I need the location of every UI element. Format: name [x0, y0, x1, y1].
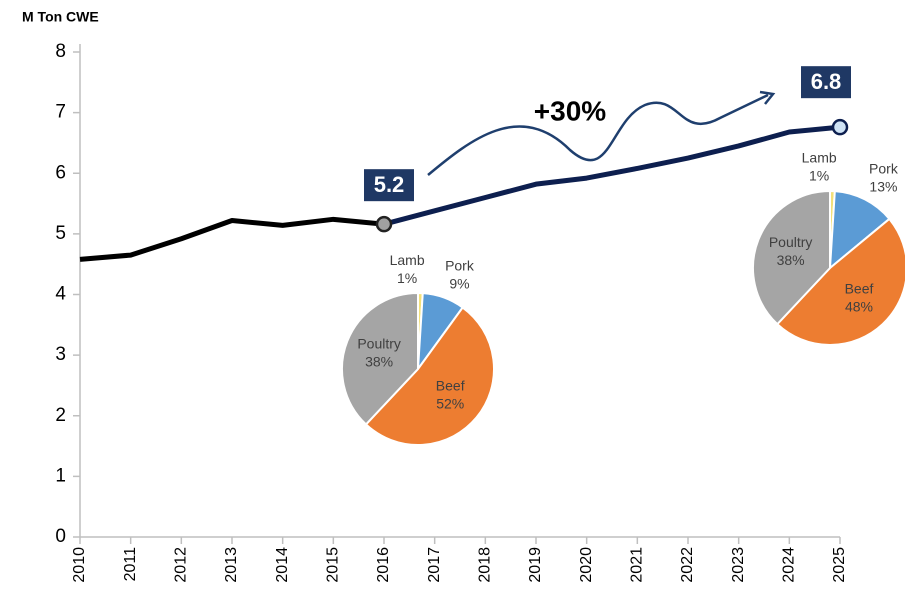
x-tick-label: 2016: [375, 547, 392, 583]
pie-label-name: Pork: [869, 161, 899, 177]
pie-label-value: 52%: [436, 395, 464, 411]
x-tick-label: 2010: [71, 547, 88, 583]
pie-slice: [775, 217, 905, 347]
x-tick-label: 2023: [730, 547, 747, 583]
pie-slice: [341, 291, 419, 426]
data-line: [79, 216, 385, 262]
x-tick-label: 2019: [527, 547, 544, 583]
x-tick-label: 2021: [629, 547, 646, 583]
value-label: 6.8: [811, 69, 842, 94]
x-tick-label: 2012: [173, 547, 190, 583]
y-tick-label: 4: [55, 284, 66, 305]
pie-label-value: 13%: [869, 179, 897, 195]
x-tick-label: 2013: [223, 547, 240, 583]
x-tick-label: 2022: [679, 547, 696, 583]
pie-label-name: Beef: [436, 377, 465, 393]
pie-slice: [364, 306, 495, 446]
pie-label-name: Poultry: [357, 335, 401, 351]
pie-label-name: Beef: [845, 281, 874, 297]
pie-label-name: Pork: [445, 258, 475, 274]
pie-label-value: 1%: [809, 168, 829, 184]
growth-annotation: +30%: [534, 95, 606, 126]
end-marker: [831, 118, 849, 136]
pie-slice: [752, 189, 831, 326]
value-label: 5.2: [374, 172, 405, 197]
data-line: [383, 124, 841, 227]
arrow-head: [759, 90, 776, 105]
y-tick-label: 3: [55, 344, 66, 365]
x-tick-label: 2011: [122, 547, 139, 582]
pie-label-value: 48%: [845, 299, 873, 315]
x-tick-label: 2025: [831, 547, 848, 583]
x-tick-label: 2015: [325, 547, 342, 583]
value-label-box: [801, 66, 851, 99]
y-tick-label: 0: [55, 526, 66, 547]
x-tick-label: 2014: [274, 547, 291, 583]
pie-slice: [828, 190, 891, 271]
end-marker: [375, 215, 393, 233]
x-tick-label: 2018: [477, 547, 494, 583]
x-tick-label: 2024: [781, 547, 798, 583]
pie-label-value: 38%: [365, 353, 393, 369]
pie-label-value: 38%: [777, 252, 805, 268]
y-tick-label: 7: [55, 102, 66, 123]
value-label-box: [364, 169, 414, 202]
y-tick-label: 8: [55, 41, 66, 62]
y-tick-label: 1: [55, 465, 66, 486]
pie-label-name: Lamb: [390, 252, 425, 268]
y-tick-label: 6: [55, 162, 66, 183]
y-tick-label: 2: [55, 405, 66, 426]
x-tick-label: 2017: [426, 547, 443, 583]
pie-label-value: 9%: [449, 276, 469, 292]
y-axis-label: M Ton CWE: [22, 9, 99, 25]
pie-label-name: Poultry: [769, 234, 813, 250]
growth-arrow: [427, 93, 769, 176]
pie-label-name: Lamb: [802, 150, 837, 166]
x-tick-label: 2020: [578, 547, 595, 583]
y-tick-label: 5: [55, 223, 66, 244]
pie-label-value: 1%: [397, 270, 417, 286]
